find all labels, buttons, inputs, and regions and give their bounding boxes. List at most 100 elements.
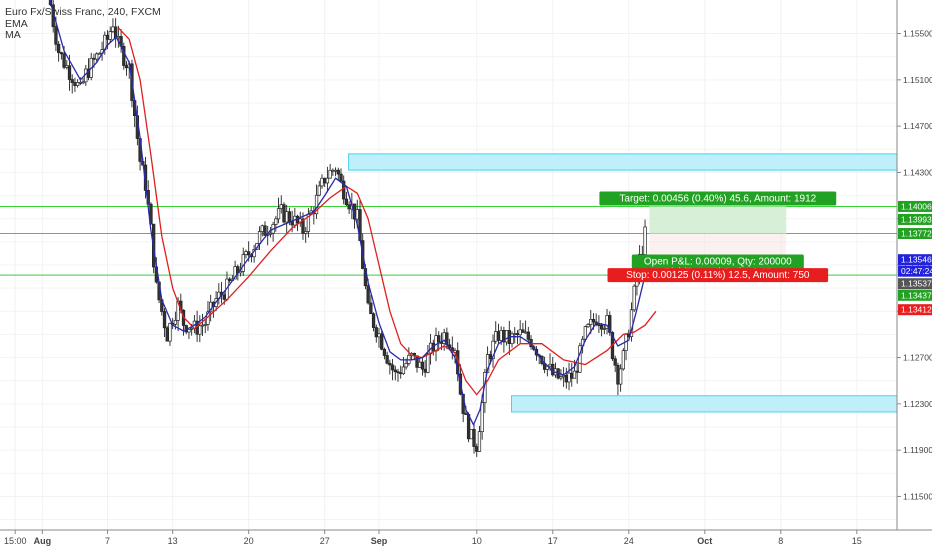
candle-down xyxy=(423,368,427,373)
candle-up xyxy=(190,327,194,330)
candle-down xyxy=(62,53,66,68)
candle-up xyxy=(510,333,514,345)
candle-down xyxy=(228,278,232,281)
candle-down xyxy=(521,329,525,333)
candle-down xyxy=(393,369,397,373)
stop-label-text: Stop: 0.00125 (0.11%) 12.5, Amount: 750 xyxy=(626,270,810,281)
candle-up xyxy=(632,285,636,311)
candle-up xyxy=(81,81,85,84)
candle-down xyxy=(371,313,376,328)
support-zone xyxy=(510,395,898,413)
y-tick-label: 1.11900 xyxy=(903,445,932,455)
x-tick-label: 27 xyxy=(320,536,330,546)
price-badge xyxy=(898,213,932,225)
x-tick-label: Sep xyxy=(371,536,388,546)
y-tick-label: 1.11500 xyxy=(903,491,932,501)
candle-down xyxy=(344,198,349,206)
candles-layer xyxy=(48,0,647,457)
candle-up xyxy=(418,361,422,368)
position-labels: Target: 0.00456 (0.40%) 45.6, Amount: 19… xyxy=(599,191,837,283)
candle-up xyxy=(401,366,406,375)
candle-up xyxy=(95,53,99,60)
candle-down xyxy=(73,82,77,86)
candle-down xyxy=(515,333,520,336)
resistance-zone xyxy=(348,153,898,171)
candle-up xyxy=(200,324,205,327)
price-badge xyxy=(898,289,932,301)
chart-grid xyxy=(0,0,897,530)
candle-down xyxy=(420,361,425,370)
legend-ema[interactable]: EMA xyxy=(5,17,28,30)
x-tick-label: 15 xyxy=(852,536,862,546)
candle-up xyxy=(480,402,484,433)
price-badge-label: 1.13546 xyxy=(901,255,932,265)
pnl-label-text: Open P&L: 0.00009, Qty: 200000 xyxy=(644,257,792,268)
candle-up xyxy=(523,331,528,334)
position-target-area xyxy=(649,206,787,234)
candle-down xyxy=(165,327,169,342)
y-tick-label: 1.14300 xyxy=(903,167,932,177)
candle-up xyxy=(320,177,324,187)
candle-down xyxy=(380,333,384,350)
candle-down xyxy=(382,348,387,356)
candle-down xyxy=(301,218,305,234)
candle-down xyxy=(323,177,327,184)
x-tick-label: 17 xyxy=(548,536,558,546)
candle-up xyxy=(469,428,473,440)
candle-down xyxy=(472,428,476,447)
candle-down xyxy=(56,43,61,53)
candle-up xyxy=(325,177,330,184)
candle-down xyxy=(374,327,378,338)
x-tick-label: 10 xyxy=(472,536,482,546)
price-badge-label: 02:47:24 xyxy=(901,266,932,276)
candle-up xyxy=(187,329,191,333)
candle-down xyxy=(287,211,292,222)
candle-down xyxy=(616,364,620,385)
x-tick-label: 7 xyxy=(105,536,110,546)
candle-up xyxy=(499,330,503,341)
candle-up xyxy=(589,319,593,325)
candle-down xyxy=(342,180,346,200)
candle-up xyxy=(426,353,430,373)
candle-up xyxy=(494,331,498,342)
candle-down xyxy=(415,355,419,368)
candle-down xyxy=(67,65,72,80)
price-badge-label: 1.13537 xyxy=(901,279,932,289)
ma-line xyxy=(117,27,657,396)
candle-up xyxy=(257,231,262,244)
candle-down xyxy=(54,26,58,45)
price-badge-label: 1.13993 xyxy=(901,214,932,224)
target-label-bg xyxy=(599,191,837,206)
candle-up xyxy=(333,169,338,172)
y-tick-label: 1.12700 xyxy=(903,353,932,363)
candle-up xyxy=(203,324,207,326)
candle-down xyxy=(59,52,64,55)
legend-ma[interactable]: MA xyxy=(5,29,21,41)
candle-up xyxy=(513,333,517,335)
candle-up xyxy=(377,333,381,338)
candle-up xyxy=(78,82,83,84)
candle-up xyxy=(618,368,623,385)
candle-up xyxy=(328,169,332,179)
candle-down xyxy=(247,251,251,256)
price-badge xyxy=(898,200,932,212)
price-badge-label: 1.13412 xyxy=(901,305,932,315)
candle-down xyxy=(385,355,389,364)
candle-down xyxy=(399,372,403,375)
x-tick-label: 13 xyxy=(168,536,178,546)
candle-up xyxy=(268,232,273,235)
candle-up xyxy=(643,226,647,255)
candle-up xyxy=(572,370,577,379)
price-badge xyxy=(898,278,932,290)
price-badge xyxy=(898,254,932,266)
candle-down xyxy=(526,331,530,340)
candle-up xyxy=(260,225,264,232)
candle-down xyxy=(263,225,267,236)
candle-down xyxy=(570,372,574,379)
y-tick-label: 1.15500 xyxy=(903,29,932,39)
price-badge-label: 1.13772 xyxy=(901,229,932,239)
candle-down xyxy=(464,413,468,415)
candle-down xyxy=(488,354,492,359)
